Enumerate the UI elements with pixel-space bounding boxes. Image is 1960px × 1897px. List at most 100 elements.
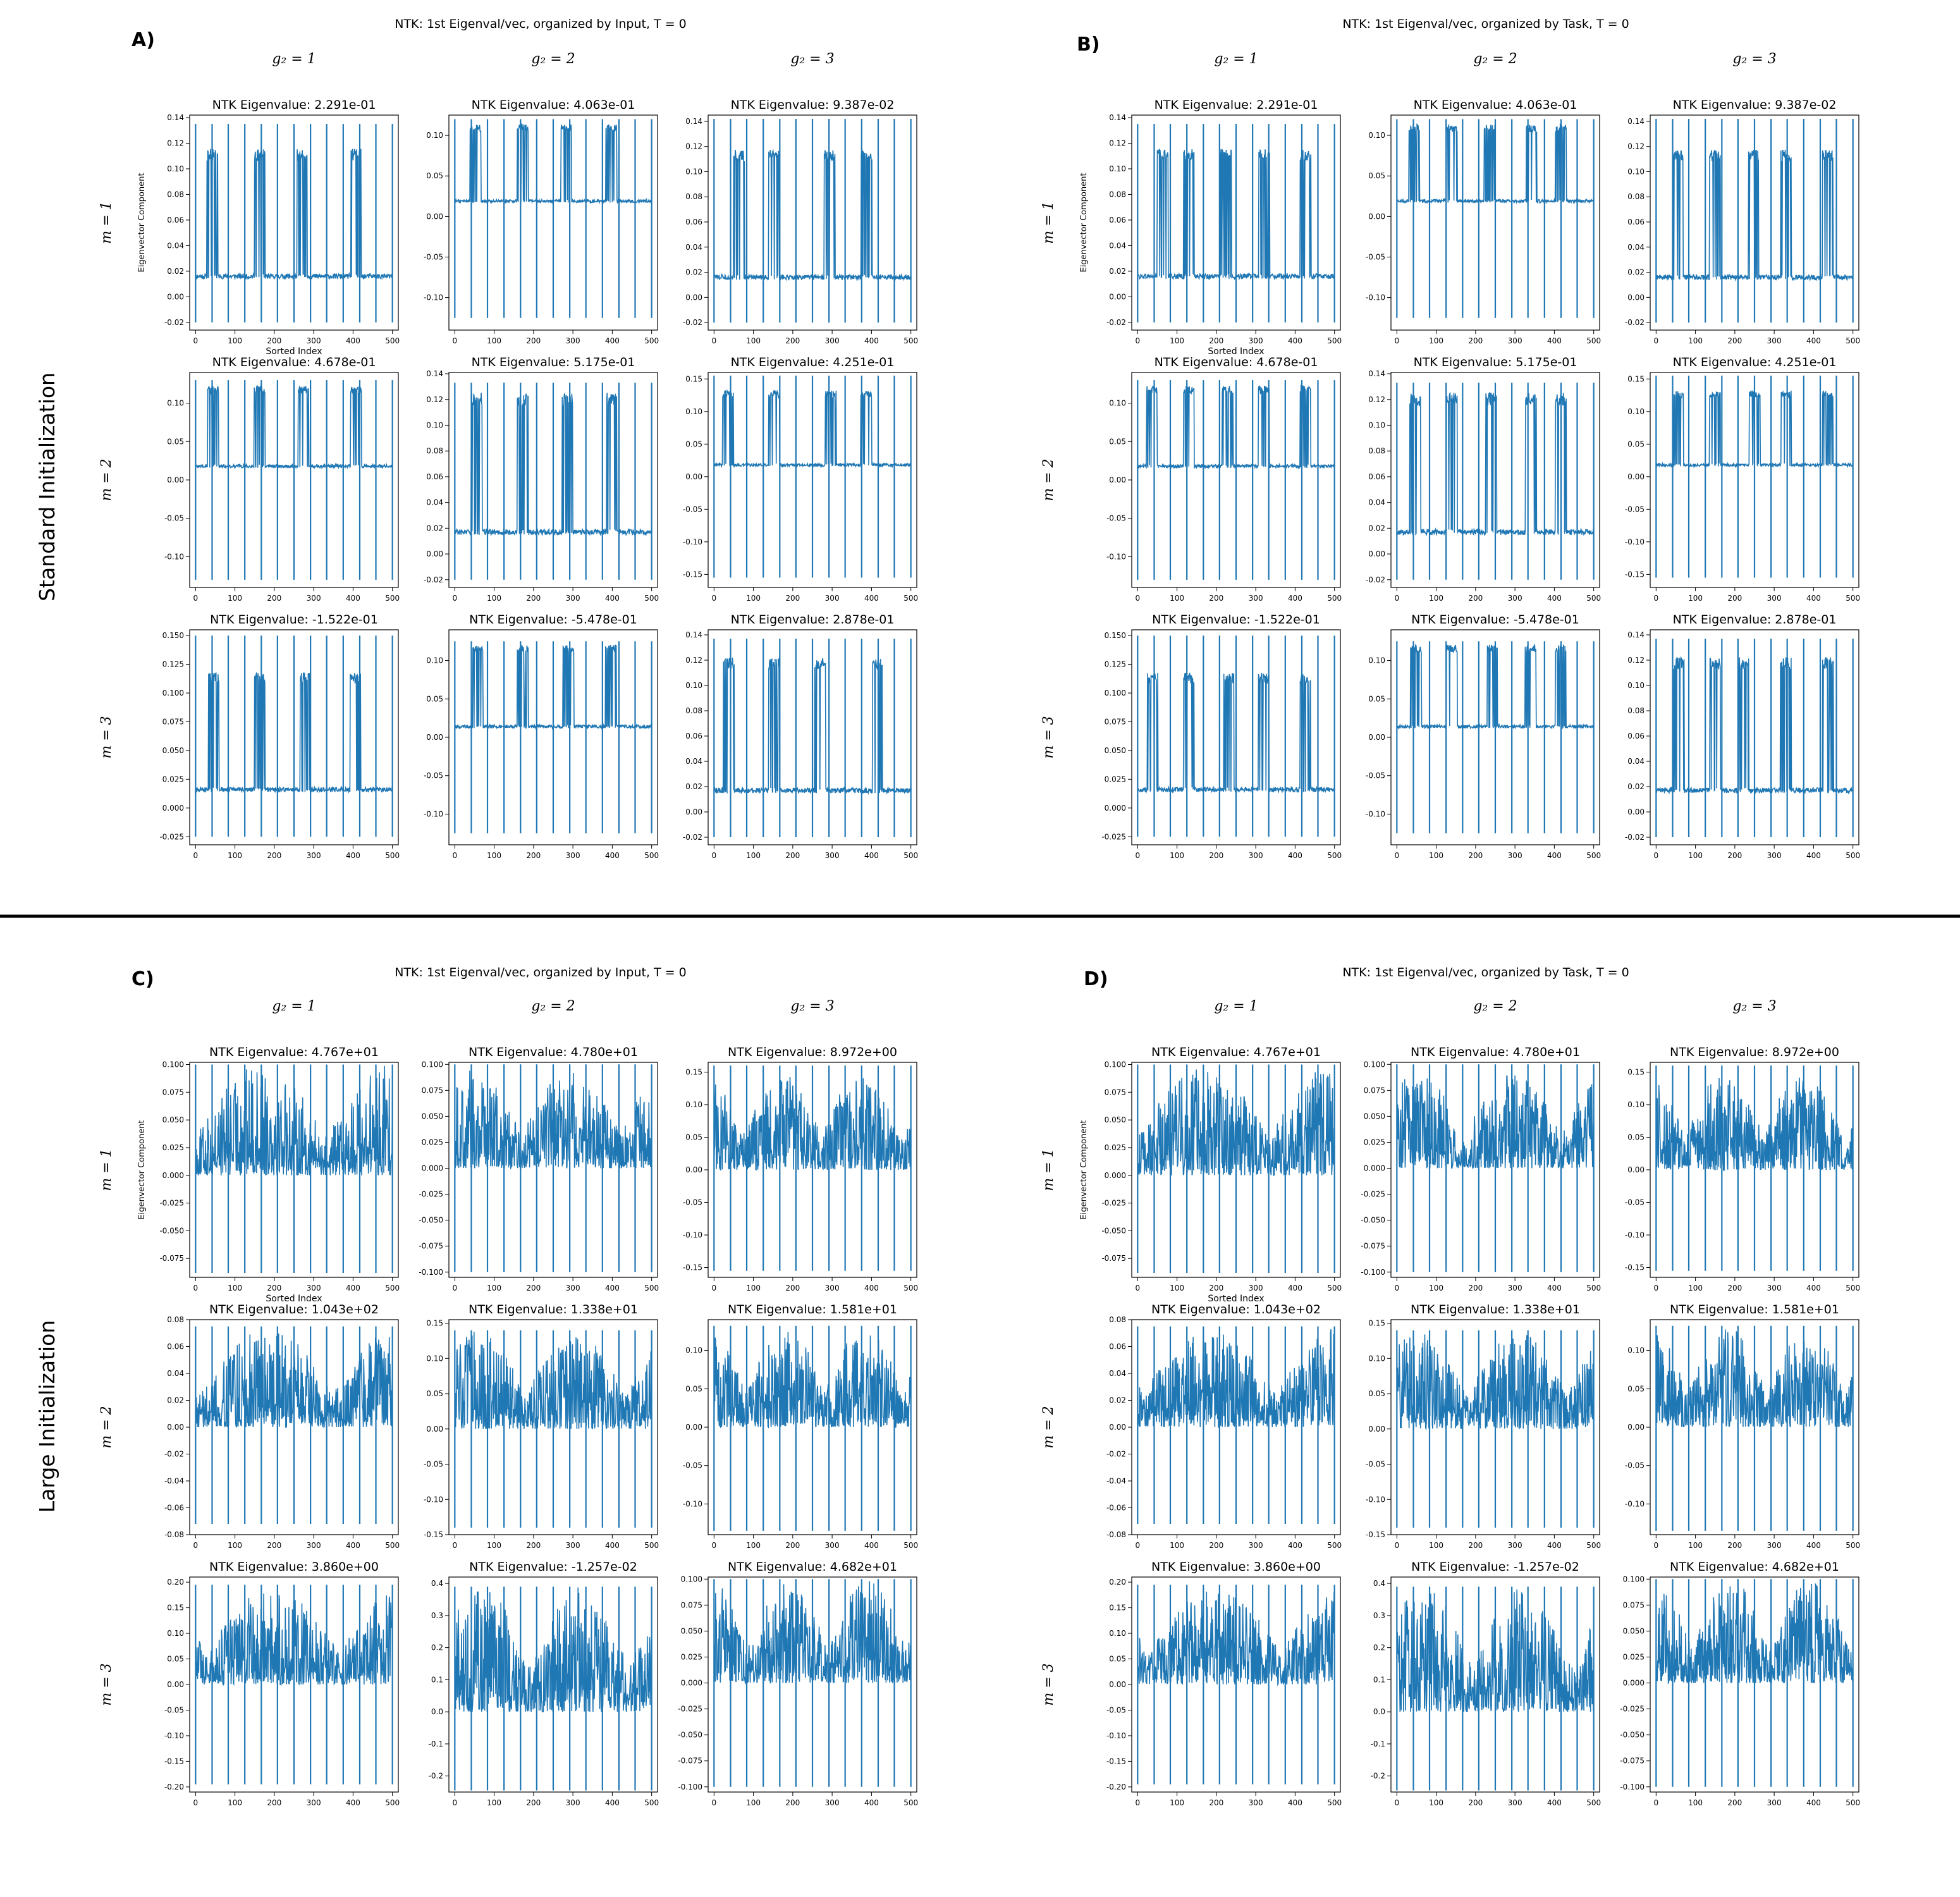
subplot-c-m3-g1: NTK Eigenvalue: 3.860e+00 -0.20 -0.15 -0.10… xyxy=(164,1560,400,1807)
x-tick-label: 500 xyxy=(1586,1798,1601,1807)
y-tick-label: -0.15 xyxy=(164,1757,184,1765)
col-label-a-3: g₂ = 3 xyxy=(790,51,834,67)
y-tick-label: 0.15 xyxy=(1627,1067,1645,1076)
y-tick-label: 0.14 xyxy=(685,117,702,126)
x-axis-label: Sorted Index xyxy=(1208,347,1264,357)
x-tick-label: 300 xyxy=(1508,1798,1522,1807)
y-tick-label: -0.05 xyxy=(683,1461,702,1470)
x-tick-label: 100 xyxy=(1429,1541,1443,1550)
y-tick-label: 0.06 xyxy=(426,472,443,481)
subplot-title: NTK Eigenvalue: 1.338e+01 xyxy=(1411,1303,1580,1317)
y-tick-label: 0.04 xyxy=(1109,1369,1126,1378)
large-init-label: Large Initialization xyxy=(35,1320,59,1513)
y-tick-label: 0.00 xyxy=(1109,1423,1126,1432)
x-tick-label: 200 xyxy=(526,1541,541,1550)
y-tick-label: 0.05 xyxy=(167,1655,184,1664)
y-tick-label: -0.075 xyxy=(1620,1757,1645,1765)
series-line xyxy=(195,1326,393,1524)
x-tick-label: 500 xyxy=(903,851,918,860)
x-tick-label: 0 xyxy=(1395,1798,1400,1807)
y-tick-label: -0.15 xyxy=(1106,1757,1126,1765)
axes-frame xyxy=(448,372,658,588)
series-line xyxy=(1655,639,1854,837)
series-path xyxy=(195,1065,393,1176)
x-tick-label: 0 xyxy=(1395,1541,1400,1550)
x-tick-label: 300 xyxy=(1249,851,1263,860)
subplot-d-m1-g1: NTK Eigenvalue: 4.767e+01 -0.075 -0.050 -0.… xyxy=(1079,1045,1342,1304)
y-tick-label: 0.05 xyxy=(1368,694,1385,703)
x-tick-label: 300 xyxy=(1249,1798,1263,1807)
y-tick-label: 0.12 xyxy=(426,395,443,404)
panel-c-title: NTK: 1st Eigenval/vec, organized by Inpu… xyxy=(395,966,687,979)
y-tick-label: 0.00 xyxy=(1368,212,1385,221)
x-tick-label: 100 xyxy=(1429,336,1443,345)
x-tick-label: 100 xyxy=(228,336,242,345)
x-tick-label: 200 xyxy=(1209,1541,1223,1550)
y-tick-label: -0.05 xyxy=(1366,1460,1385,1469)
y-tick-label: -0.1 xyxy=(1371,1740,1385,1748)
subplot-title: NTK Eigenvalue: 5.175e-01 xyxy=(1414,355,1577,369)
x-tick-label: 200 xyxy=(1209,851,1223,860)
subplot-d-m3-g3: NTK Eigenvalue: 4.682e+01 -0.100 -0.075 -0.… xyxy=(1620,1560,1860,1807)
row-label-a-2: m = 2 xyxy=(99,458,114,501)
y-tick-label: 0.4 xyxy=(1373,1579,1385,1588)
subplot-b-m2-g2: NTK Eigenvalue: 5.175e-01 -0.02 0.00 0.02 0.… xyxy=(1366,355,1601,603)
y-tick-label: -0.15 xyxy=(1366,1530,1385,1539)
y-tick-label: -0.15 xyxy=(1625,1263,1645,1272)
panel-b-label: B) xyxy=(1077,34,1100,56)
x-tick-label: 200 xyxy=(526,594,541,603)
series-line xyxy=(713,376,912,578)
y-tick-label: 0.3 xyxy=(1373,1611,1385,1620)
y-tick-label: 0.10 xyxy=(1109,1629,1126,1638)
subplot-b-m1-g1: NTK Eigenvalue: 2.291e-01 -0.02 0.00 0.02 0.… xyxy=(1079,98,1342,357)
y-tick-label: 0.00 xyxy=(1368,1425,1385,1433)
subplot-d-m3-g1: NTK Eigenvalue: 3.860e+00 -0.20 -0.15 -0.10… xyxy=(1106,1560,1342,1807)
x-tick-label: 400 xyxy=(1806,851,1821,860)
y-tick-label: 0.05 xyxy=(1627,439,1645,448)
x-tick-label: 100 xyxy=(746,1798,761,1807)
x-tick-label: 400 xyxy=(346,1798,360,1807)
row-label-c-2: m = 2 xyxy=(99,1406,114,1448)
x-tick-label: 500 xyxy=(385,594,400,603)
x-tick-label: 200 xyxy=(267,1798,281,1807)
col-label-d-1: g₂ = 1 xyxy=(1214,998,1258,1014)
x-tick-label: 100 xyxy=(1429,1284,1443,1292)
x-tick-label: 300 xyxy=(566,1798,580,1807)
x-tick-label: 400 xyxy=(605,1284,620,1292)
y-tick-label: 0.05 xyxy=(1368,171,1385,180)
y-tick-label: 0.12 xyxy=(1368,395,1385,404)
series-path xyxy=(1655,1329,1854,1428)
series-line xyxy=(713,1579,912,1787)
y-tick-label: 0.10 xyxy=(1368,656,1385,665)
y-tick-label: 0.10 xyxy=(426,421,443,429)
y-tick-label: 0.125 xyxy=(1105,660,1126,669)
x-tick-label: 100 xyxy=(228,1284,242,1292)
x-tick-label: 400 xyxy=(1547,1798,1562,1807)
y-tick-label: 0.10 xyxy=(1627,681,1645,690)
y-tick-label: 0.10 xyxy=(1368,131,1385,140)
x-tick-label: 300 xyxy=(825,1798,840,1807)
y-tick-label: 0.05 xyxy=(685,1133,702,1141)
y-tick-label: 0.14 xyxy=(1368,369,1385,378)
y-tick-label: 0.10 xyxy=(426,131,443,140)
x-tick-label: 300 xyxy=(1249,336,1263,345)
y-tick-label: 0.00 xyxy=(426,549,443,558)
y-tick-label: 0.150 xyxy=(162,631,184,640)
x-tick-label: 200 xyxy=(526,1284,541,1292)
x-tick-label: 400 xyxy=(1806,336,1821,345)
row-label-c-3: m = 3 xyxy=(99,1663,114,1705)
x-tick-label: 0 xyxy=(1136,1284,1141,1292)
series-line xyxy=(1137,124,1335,322)
y-tick-label: -0.10 xyxy=(164,1731,184,1740)
subplot-a-m1-g3: NTK Eigenvalue: 9.387e-02 -0.02 0.00 0.02 0.… xyxy=(683,98,918,345)
y-tick-label: -0.075 xyxy=(419,1242,443,1251)
series-path xyxy=(713,1332,912,1429)
y-tick-label: 0.10 xyxy=(1627,407,1645,416)
x-tick-label: 100 xyxy=(1688,336,1703,345)
series-line xyxy=(1396,119,1595,318)
y-tick-label: 0.05 xyxy=(685,1384,702,1393)
y-tick-label: 0.10 xyxy=(426,1354,443,1363)
subplot-c-m2-g3: NTK Eigenvalue: 1.581e+01 -0.10 -0.05 0.00 0… xyxy=(683,1303,918,1550)
y-tick-label: 0.00 xyxy=(685,1423,702,1432)
x-tick-label: 300 xyxy=(307,1798,321,1807)
